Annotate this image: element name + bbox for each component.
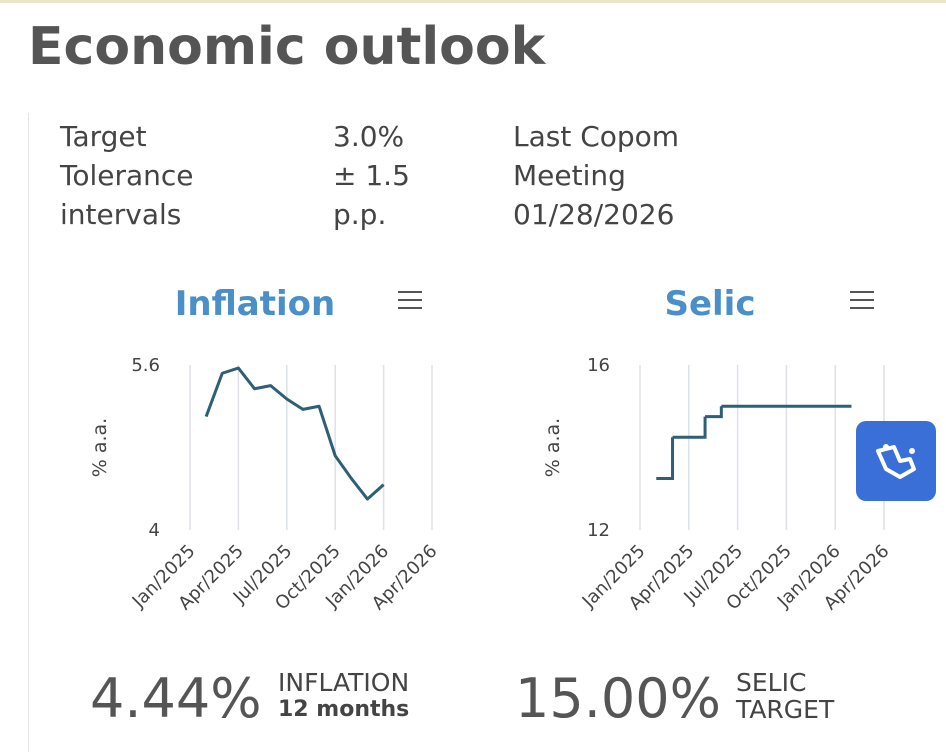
info-column: 3.0% ± 1.5 p.p. xyxy=(333,117,443,234)
step-segment xyxy=(672,416,707,439)
y-tick-label: 5.6 xyxy=(131,355,160,376)
menu-icon[interactable] xyxy=(850,291,874,309)
y-axis-label: % a.a. xyxy=(89,418,111,477)
info-text: 01/28/2026 xyxy=(513,198,675,231)
step-segment xyxy=(656,437,675,480)
chart-title: Inflation xyxy=(175,284,335,324)
summary-subtitle: TARGET xyxy=(736,695,835,724)
charts: Inflation% a.a.Jan/2025Apr/2025Jul/2025O… xyxy=(89,284,894,614)
summary-title: SELIC xyxy=(736,668,807,697)
page-title: Economic outlook xyxy=(28,17,546,77)
info-column: Last Copom Meeting 01/28/2026 xyxy=(513,117,733,234)
info-text: 3.0% xyxy=(333,120,405,153)
info-column: Target Tolerance intervals xyxy=(60,117,260,234)
chart-title: Selic xyxy=(664,284,755,324)
info-text: Last Copom Meeting xyxy=(513,120,680,192)
data-line xyxy=(204,366,385,501)
summary-title: INFLATION xyxy=(278,668,410,697)
y-tick-label: 12 xyxy=(587,520,610,541)
accessibility-button[interactable] xyxy=(856,421,936,501)
divider xyxy=(28,113,29,752)
info-text: ± 1.5 p.p. xyxy=(333,159,410,231)
summary-subtitle: 12 months xyxy=(278,697,410,722)
y-tick-label: 4 xyxy=(149,520,160,541)
accessibility-icon xyxy=(876,444,916,479)
info-text: Target xyxy=(60,120,147,153)
menu-icon[interactable] xyxy=(398,291,422,309)
summary-label: SELIC TARGET xyxy=(736,669,834,723)
summary-value: 4.44% xyxy=(90,667,262,730)
summary-label: INFLATION 12 months xyxy=(278,669,409,723)
y-tick-label: 16 xyxy=(587,355,610,376)
y-axis-label: % a.a. xyxy=(542,418,564,477)
info-text: Tolerance intervals xyxy=(60,159,194,231)
step-segment xyxy=(705,406,723,419)
summary-value: 15.00% xyxy=(515,667,721,730)
